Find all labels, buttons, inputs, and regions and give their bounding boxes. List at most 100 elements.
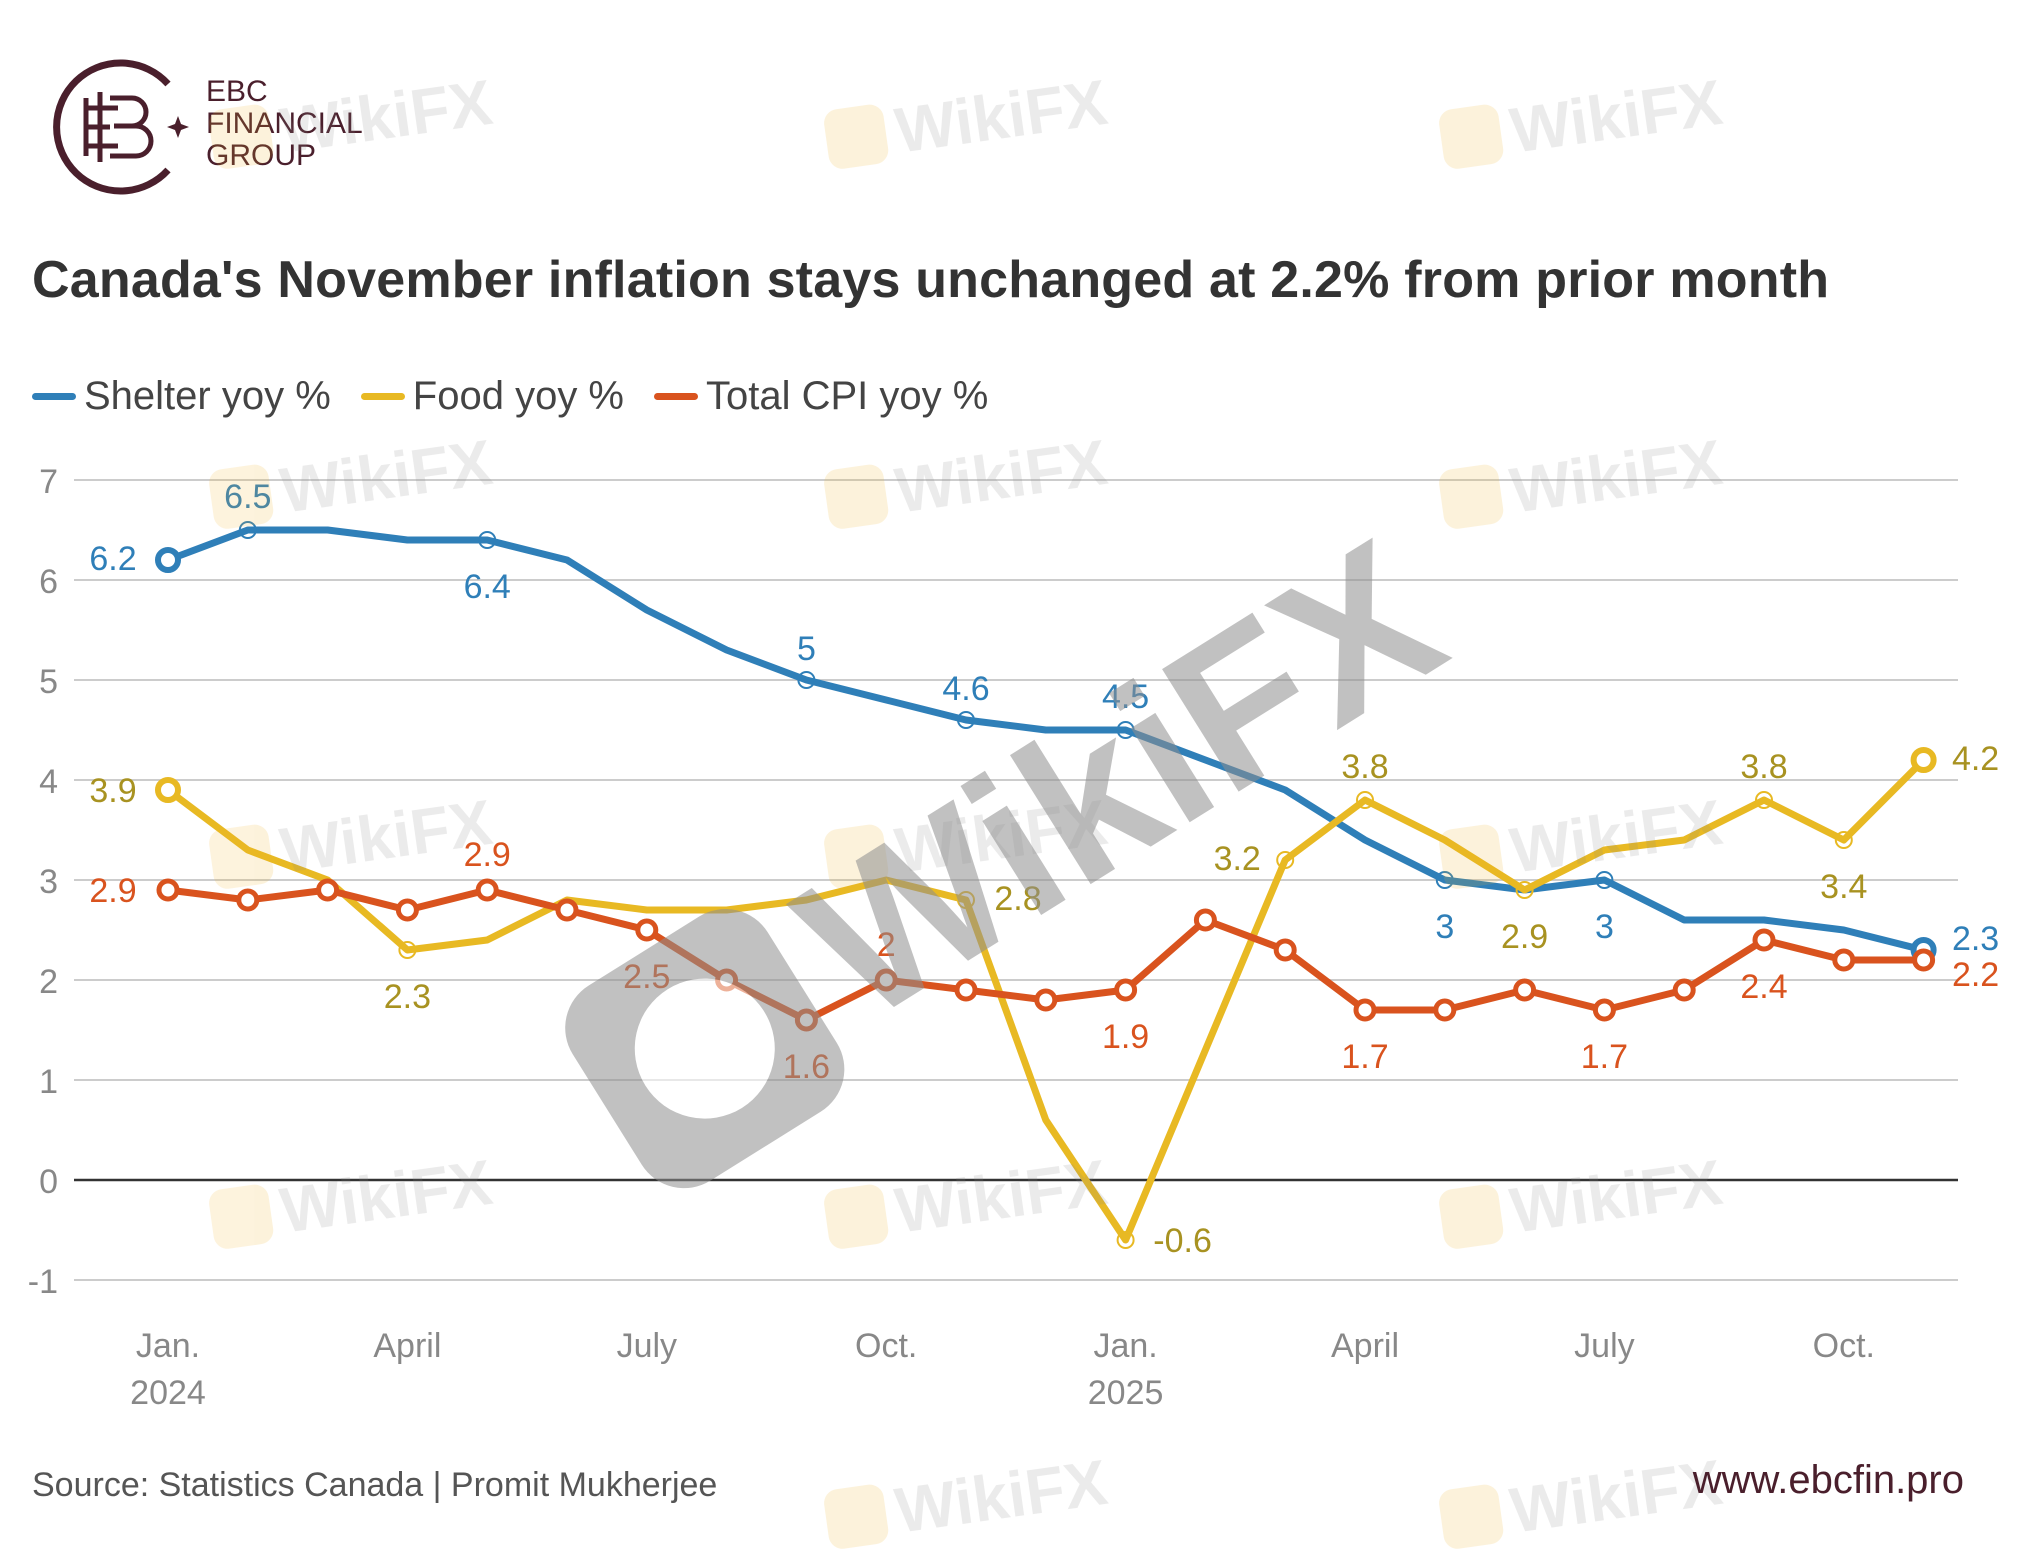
total-cpi-yoy-point (794, 1008, 818, 1032)
food-yoy-point (1910, 747, 1937, 773)
total-cpi-yoy-point (395, 898, 419, 922)
total-cpi-yoy-point (715, 968, 739, 992)
total-cpi-yoy-point (1513, 978, 1537, 1002)
legend-item-total-cpi-yoy: Total CPI yoy % (654, 374, 988, 419)
food-yoy-labeled-point (398, 941, 417, 959)
total-cpi-yoy-data-label: 1.9 (1102, 1018, 1149, 1056)
chart-title: Canada's November inflation stays unchan… (32, 251, 1830, 309)
legend-label: Food yoy % (412, 374, 624, 418)
food-yoy-data-label: 2.3 (384, 978, 431, 1016)
legend-label: Shelter yoy % (84, 374, 331, 418)
shelter-yoy-labeled-point (238, 521, 257, 539)
food-yoy-labeled-point (1515, 881, 1534, 899)
food-yoy-labeled-point (957, 891, 975, 909)
food-yoy-data-label: 3.2 (1214, 840, 1261, 878)
source-note: Source: Statistics Canada | Promit Mukhe… (32, 1466, 718, 1504)
brand-text: EBC FINANCIAL GROUP (206, 76, 363, 172)
total-cpi-yoy-data-label: 2 (877, 926, 896, 964)
food-yoy-data-label: 3.9 (89, 772, 136, 810)
total-cpi-yoy-point (236, 888, 260, 912)
food-yoy-labeled-point (1276, 851, 1295, 869)
legend-swatch (32, 393, 76, 400)
shelter-yoy-labeled-point (478, 531, 497, 549)
total-cpi-yoy-point (1672, 978, 1696, 1002)
x-tick-label: Oct. (855, 1327, 917, 1365)
total-cpi-yoy-data-label: 1.7 (1581, 1038, 1628, 1076)
legend-label: Total CPI yoy % (706, 374, 989, 418)
total-cpi-yoy-data-label: 2.2 (1952, 956, 1999, 994)
total-cpi-yoy-data-label: 1.7 (1341, 1038, 1388, 1076)
food-yoy-data-label: 4.2 (1952, 740, 1999, 778)
total-cpi-yoy-data-label: 2.9 (89, 872, 136, 910)
shelter-yoy-labeled-point (797, 671, 816, 689)
shelter-yoy-labeled-point (1595, 871, 1614, 889)
total-cpi-yoy-data-label: 1.6 (783, 1048, 830, 1086)
food-yoy-data-label: 3.8 (1740, 748, 1787, 786)
food-yoy-labeled-point (1834, 831, 1853, 849)
total-cpi-yoy-point (954, 978, 978, 1002)
x-tick-label: Jan. (1093, 1327, 1157, 1365)
total-cpi-yoy-point (1912, 948, 1936, 972)
shelter-yoy-labeled-point (1116, 721, 1135, 739)
chart-legend: Shelter yoy % Food yoy % Total CPI yoy % (32, 374, 1018, 419)
legend-item-food-yoy: Food yoy % (360, 374, 624, 419)
food-yoy-data-label: 2.8 (994, 880, 1041, 918)
shelter-yoy-labeled-point (1435, 871, 1454, 889)
total-cpi-yoy-point (635, 918, 659, 942)
y-tick-label: 3 (39, 863, 58, 901)
total-cpi-yoy-point (1752, 928, 1776, 952)
y-tick-label: 2 (39, 963, 58, 1001)
total-cpi-yoy-point (1114, 978, 1138, 1002)
total-cpi-yoy-point (874, 968, 898, 992)
food-yoy-data-label: 2.9 (1501, 918, 1548, 956)
y-tick-label: 4 (39, 763, 58, 801)
food-yoy-point (155, 777, 181, 803)
food-yoy-labeled-point (1356, 791, 1374, 809)
x-tick-label: July (617, 1327, 677, 1365)
shelter-yoy-data-label: 5 (797, 630, 816, 668)
total-cpi-yoy-point (1433, 998, 1457, 1022)
y-tick-label: 1 (39, 1063, 58, 1101)
x-tick-label: April (1331, 1327, 1399, 1365)
legend-item-shelter-yoy: Shelter yoy % (32, 374, 331, 419)
total-cpi-yoy-point (1592, 998, 1616, 1022)
total-cpi-yoy-point (1353, 998, 1377, 1022)
food-yoy-labeled-point (1755, 791, 1773, 809)
total-cpi-yoy-point (1273, 938, 1297, 962)
food-yoy-line (164, 756, 1928, 1244)
x-tick-label: April (373, 1327, 441, 1365)
shelter-yoy-data-label: 4.5 (1102, 678, 1149, 716)
legend-swatch (654, 393, 698, 400)
total-cpi-yoy-point (316, 878, 340, 902)
shelter-yoy-data-label: 2.3 (1952, 920, 1999, 958)
total-cpi-yoy-point (555, 898, 579, 922)
brand-line-2: FINANCIAL (206, 107, 363, 140)
shelter-yoy-data-label: 3 (1595, 908, 1614, 946)
shelter-yoy-data-label: 3 (1435, 908, 1454, 946)
x-tick-label: July (1574, 1327, 1634, 1365)
shelter-yoy-data-label: 4.6 (942, 670, 989, 708)
shelter-yoy-labeled-point (957, 711, 975, 729)
y-tick-label: 5 (39, 663, 58, 701)
shelter-yoy-data-label: 6.5 (224, 478, 271, 516)
total-cpi-yoy-data-label: 2.9 (464, 836, 511, 874)
website-link[interactable]: www.ebcfin.pro (1692, 1458, 1964, 1502)
shelter-yoy-data-label: 6.4 (464, 568, 511, 606)
shelter-yoy-line (164, 526, 1928, 954)
food-yoy-data-label: 3.4 (1820, 868, 1867, 906)
y-tick-label: 7 (39, 463, 58, 501)
legend-swatch (360, 393, 405, 400)
total-cpi-yoy-point (475, 878, 499, 902)
shelter-yoy-data-label: 6.2 (89, 540, 136, 578)
brand-line-3: GROUP (206, 139, 317, 172)
total-cpi-yoy-point (1034, 988, 1058, 1012)
food-yoy-data-label: 3.8 (1341, 748, 1388, 786)
x-tick-sublabel: 2025 (1088, 1374, 1164, 1412)
y-tick-label: -1 (28, 1263, 58, 1301)
x-tick-sublabel: 2024 (130, 1374, 206, 1412)
food-yoy-data-label: -0.6 (1153, 1222, 1212, 1260)
total-cpi-yoy-point (1193, 908, 1217, 932)
ebc-logo (53, 59, 189, 195)
total-cpi-yoy-data-label: 2.4 (1740, 968, 1787, 1006)
